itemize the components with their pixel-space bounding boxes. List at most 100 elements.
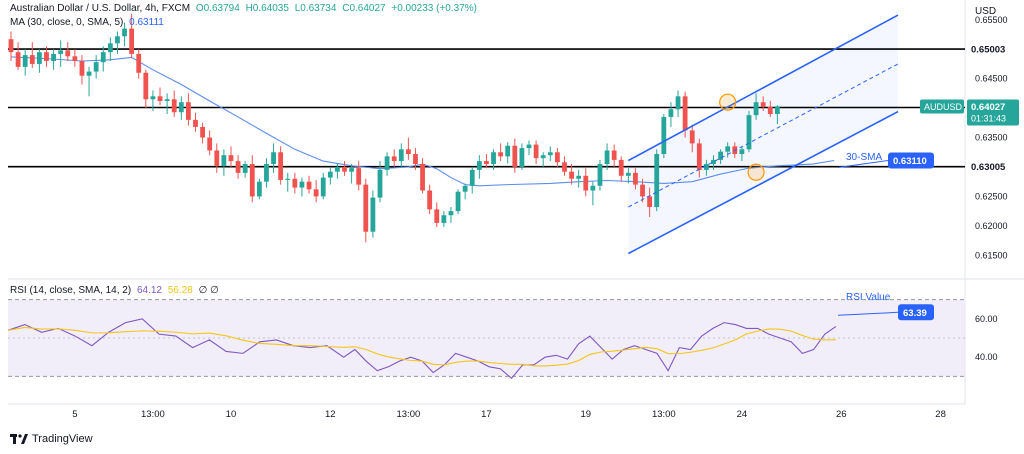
price-tag-value: 0.64027 [971, 102, 1005, 113]
candle-body [505, 145, 511, 157]
candle-body [689, 130, 695, 144]
rsi-tick-label: 40.00 [975, 352, 998, 362]
candle-body [320, 177, 326, 197]
price-tick-label: 0.62000 [975, 221, 1008, 231]
candle-body [164, 99, 170, 102]
candle-body [625, 172, 631, 176]
candle-body [285, 178, 291, 180]
candle-body [711, 159, 716, 165]
candle-body [8, 39, 14, 53]
ma-line [10, 56, 835, 187]
candle-body [420, 164, 425, 191]
candle-body [171, 99, 177, 113]
candle-body [100, 52, 106, 63]
candle-body [413, 154, 418, 165]
candle-body [718, 151, 723, 160]
time-tick-label: 17 [481, 409, 492, 420]
tradingview-logo-icon [10, 434, 28, 444]
candle-body [93, 62, 99, 72]
candle-body [576, 175, 582, 179]
price-tick-label: 0.61500 [975, 250, 1008, 260]
price-tag-timer: 01:31:43 [971, 114, 1006, 124]
candle-body [107, 43, 113, 53]
ma-tag-value: 0.63110 [893, 156, 927, 167]
candle-body [441, 215, 447, 223]
high-value: H0.64035 [245, 3, 289, 14]
rsi-tag-value: 63.39 [903, 308, 927, 319]
time-tick-label: 5 [72, 409, 77, 420]
candle-body [342, 166, 347, 172]
open-value: O0.63794 [195, 3, 240, 14]
candle-body [370, 197, 376, 232]
candle-body [434, 209, 440, 223]
candle-body [58, 50, 64, 54]
currency-label: USD [975, 6, 996, 17]
candle-body [356, 168, 362, 185]
candle-body [398, 149, 404, 162]
candle-body [476, 161, 482, 170]
candle-body [405, 149, 411, 155]
candle-body [498, 152, 504, 157]
rsi-annotation-label: RSI Value [846, 292, 891, 303]
time-tick-label: 24 [737, 409, 748, 420]
candle-body [640, 184, 645, 197]
ma-annotation-label: 30-SMA [846, 152, 882, 163]
candle-body [384, 156, 390, 170]
header-ma: MA (30, close, 0, SMA, 5) 0.63111 [10, 17, 167, 28]
rsi-ma-value: 56.28 [167, 285, 193, 296]
candle-body [704, 164, 709, 170]
header-rsi: RSI (14, close, SMA, 14, 2) 64.12 56.28 … [10, 285, 222, 296]
candle-body [51, 53, 56, 61]
candle-body [136, 53, 142, 73]
candle-body [72, 56, 78, 61]
channel-upper-line [627, 14, 899, 162]
candle-body [491, 152, 496, 165]
horizontal-level-label: 0.63005 [971, 162, 1006, 173]
candle-body [696, 143, 702, 170]
candle-body [29, 55, 35, 64]
ma-label: MA (30, close, 0, SMA, 5) [10, 17, 124, 28]
candle-body [249, 164, 255, 197]
candle-body [122, 28, 127, 37]
candle-body [448, 211, 454, 216]
symbol-tag-box [920, 99, 964, 114]
candle-body [200, 126, 205, 138]
candle-body [36, 52, 42, 64]
candle-body [569, 171, 574, 179]
rsi-value: 64.12 [136, 285, 162, 296]
candle-body [661, 116, 667, 155]
ma-annotation-arrow [837, 159, 889, 168]
candle-body [668, 109, 674, 117]
candle-body [554, 152, 560, 163]
highlight-circle [747, 163, 765, 181]
candle-body [207, 137, 213, 151]
candle-body [746, 115, 752, 150]
candle-body [469, 169, 475, 186]
candle-body [115, 36, 120, 44]
candle-body [654, 154, 660, 208]
low-value: L0.63734 [294, 3, 337, 14]
rsi-extra: ∅ ∅ [198, 285, 219, 296]
candle-body [774, 106, 780, 114]
candle-body [633, 172, 638, 185]
candle-body [349, 168, 355, 172]
candle-body [562, 162, 567, 172]
candle-body [214, 150, 220, 166]
candle-body [193, 119, 198, 127]
highlight-circle [719, 93, 737, 111]
price-tick-label: 0.64500 [975, 74, 1008, 84]
candle-body [228, 155, 234, 162]
candle-body [739, 149, 745, 155]
candle-body [278, 152, 284, 180]
time-tick-label: 26 [836, 409, 847, 420]
candle-body [235, 161, 241, 173]
candle-body [292, 178, 298, 188]
candle-body [519, 148, 525, 167]
tradingview-logo-text: TradingView [32, 433, 93, 445]
candle-body [86, 71, 92, 76]
price-tag-box [967, 99, 1019, 126]
horizontal-level-label: 0.65003 [971, 45, 1005, 56]
candle-body [455, 191, 461, 212]
time-tick-label: 13:00 [652, 409, 676, 420]
horizontal-level-tag [967, 42, 1017, 57]
